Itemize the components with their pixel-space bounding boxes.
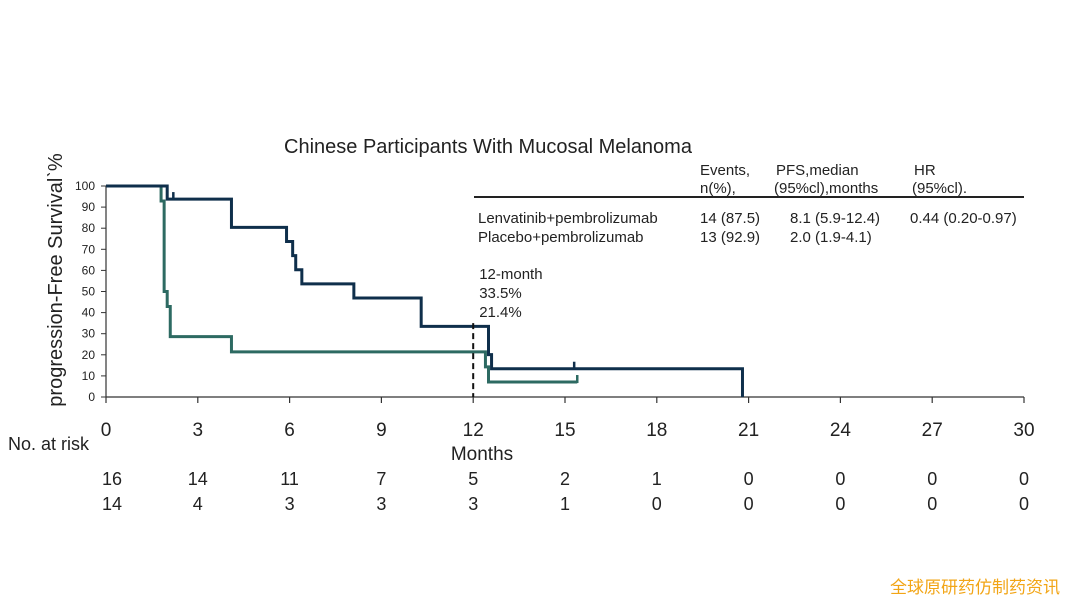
x-tick-label: 3: [193, 420, 204, 441]
annotation-text: 12-month: [479, 266, 542, 283]
legend-row-2-name: Placebo+pembrolizumab: [478, 229, 644, 246]
annotation-text: 21.4%: [479, 304, 522, 321]
legend-header-hr-1: HR: [914, 162, 936, 179]
legend-row-1-name: Lenvatinib+pembrolizumab: [478, 210, 658, 227]
legend-row-1-hr: 0.44 (0.20-0.97): [910, 210, 1017, 227]
y-tick-label: 30: [82, 327, 96, 341]
y-tick-label: 20: [82, 348, 96, 362]
annotation-text: 33.5%: [479, 285, 522, 302]
risk-count: 3: [468, 494, 478, 514]
risk-count: 4: [193, 494, 203, 514]
watermark-text: 全球原研药仿制药资讯: [890, 578, 1060, 598]
risk-count: 3: [376, 494, 386, 514]
risk-count: 14: [188, 469, 208, 489]
y-tick-label: 80: [82, 221, 96, 235]
legend-header-pfs-2: (95%cl),months: [774, 180, 878, 197]
x-tick-label: 15: [554, 420, 575, 441]
risk-count: 14: [102, 494, 122, 514]
x-tick-label: 24: [830, 420, 852, 441]
risk-count: 0: [1019, 469, 1029, 489]
risk-count: 0: [927, 494, 937, 514]
risk-count: 0: [744, 494, 754, 514]
y-tick-label: 70: [82, 242, 96, 256]
x-tick-label: 12: [463, 420, 484, 441]
legend-row-2-pfs: 2.0 (1.9-4.1): [790, 229, 872, 246]
y-tick-label: 100: [75, 179, 95, 193]
x-tick-label: 6: [284, 420, 295, 441]
legend-header-events-1: Events,: [700, 162, 750, 179]
legend-row-2-events: 13 (92.9): [700, 229, 760, 246]
series-line-2: [106, 184, 578, 384]
x-tick-label: 0: [101, 420, 112, 441]
risk-table-label: No. at risk: [8, 434, 90, 454]
risk-count: 1: [652, 469, 662, 489]
risk-count: 11: [280, 469, 299, 489]
legend-header-hr-2: (95%cl).: [912, 180, 967, 197]
risk-count: 16: [102, 469, 122, 489]
y-tick-label: 40: [82, 306, 96, 320]
risk-count: 0: [652, 494, 662, 514]
risk-count: 0: [744, 469, 754, 489]
risk-count: 0: [1019, 494, 1029, 514]
risk-count: 1: [560, 494, 570, 514]
legend-row-1-pfs: 8.1 (5.9-12.4): [790, 210, 880, 227]
y-tick-label: 90: [82, 200, 96, 214]
y-tick-label: 0: [88, 390, 95, 404]
risk-count: 7: [376, 469, 386, 489]
x-tick-label: 9: [376, 420, 387, 441]
risk-count: 5: [468, 469, 478, 489]
legend-header-events-2: n(%),: [700, 180, 736, 197]
series-line-1: [106, 184, 744, 397]
chart-title: Chinese Participants With Mucosal Melano…: [284, 136, 693, 158]
x-tick-label: 21: [738, 420, 759, 441]
legend-row-1-events: 14 (87.5): [700, 210, 760, 227]
risk-count: 3: [285, 494, 295, 514]
y-tick-label: 60: [82, 263, 96, 277]
x-tick-label: 18: [646, 420, 667, 441]
risk-count: 0: [835, 494, 845, 514]
x-tick-label: 30: [1013, 420, 1034, 441]
legend-header-pfs-1: PFS,median: [776, 162, 859, 179]
y-axis-label: progression-Free Survivalˋ%: [45, 153, 67, 407]
risk-count: 0: [927, 469, 937, 489]
risk-count: 0: [835, 469, 845, 489]
x-axis-label: Months: [451, 444, 513, 465]
risk-count: 2: [560, 469, 570, 489]
y-tick-label: 50: [82, 285, 96, 299]
x-tick-label: 27: [922, 420, 943, 441]
y-tick-label: 10: [82, 369, 96, 383]
